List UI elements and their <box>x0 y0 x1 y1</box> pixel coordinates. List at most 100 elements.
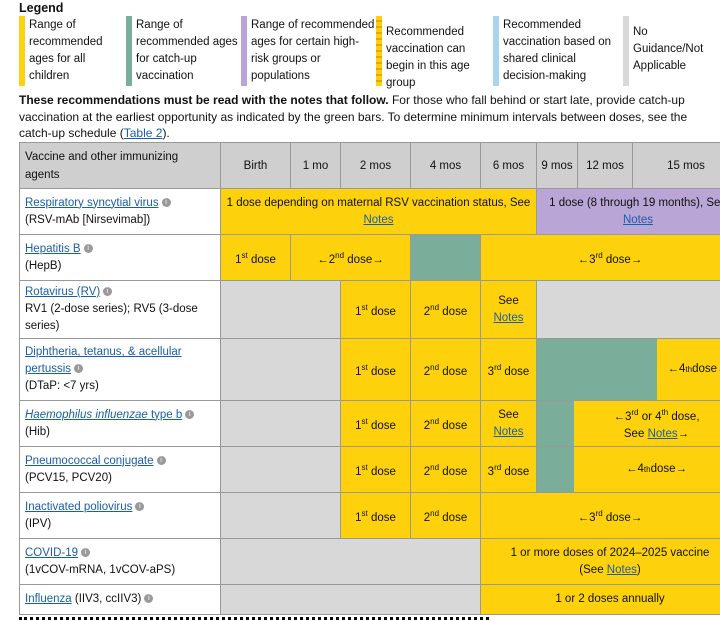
vaccine-name-cell: Haemophilus influenzae type b i (Hib) <box>19 400 221 447</box>
vaccine-link-covid[interactable]: COVID-19 <box>25 546 79 559</box>
info-icon[interactable]: i <box>83 243 93 253</box>
dose-cell: See Notes <box>480 400 537 447</box>
dose-cell: ←2nd dose→ <box>290 234 411 281</box>
dose-cell: 1st dose <box>340 338 411 401</box>
table-row-pcv: Pneumococcal conjugate i (PCV15, PCV20) 1s… <box>19 446 720 493</box>
legend-item-can-begin: Recommended vaccination can begin in thi… <box>376 16 493 89</box>
legend-item-no-guidance: No Guidance/Not Applicable <box>623 16 720 86</box>
info-icon[interactable]: i <box>144 594 154 604</box>
no-guidance-cell <box>220 400 341 447</box>
no-guidance-cell <box>220 280 341 339</box>
dose-cell: 2nd dose <box>410 338 481 401</box>
instructions-note: These recommendations must be read with … <box>19 93 688 140</box>
dose-cell: 1 or more doses of 2024–2025 vaccine (See… <box>480 538 720 585</box>
legend: Range of recommended ages for all childr… <box>19 16 720 89</box>
dose-cell: 1 dose depending on maternal RSV vaccina… <box>220 188 537 235</box>
age-header: 2 mos <box>340 142 411 189</box>
vaccine-name-cell: Diphtheria, tetanus, & acellular pertuss… <box>19 338 221 401</box>
legend-item-high-risk: Range of recommended ages for certain hi… <box>241 16 376 86</box>
notes-link[interactable]: Notes <box>606 563 637 576</box>
table-row-ipv: Inactivated poliovirus i (IPV) 1st dose 2n… <box>19 492 720 539</box>
legend-item-shared-decision: Recommended vaccination based on shared … <box>493 16 623 86</box>
table-2-link[interactable]: Table 2 <box>123 126 163 140</box>
notes-link[interactable]: Notes <box>493 311 524 324</box>
dose-cell: ←3rd or 4th dose, See Notes→ <box>574 401 720 446</box>
immunization-schedule-table: Vaccine and other immunizing agents Birt… <box>19 142 720 615</box>
table-row-dtap: Diphtheria, tetanus, & acellular pertuss… <box>19 338 720 401</box>
no-guidance-cell <box>220 492 341 539</box>
dose-cell: 2nd dose <box>410 492 481 539</box>
vaccine-link-hepb[interactable]: Hepatitis B <box>25 242 81 255</box>
no-guidance-cell <box>220 538 481 585</box>
info-icon[interactable]: i <box>81 547 91 557</box>
dose-cell: See Notes <box>480 280 537 339</box>
vaccine-name-cell: Pneumococcal conjugate i (PCV15, PCV20) <box>19 446 221 493</box>
vaccine-link-pcv[interactable]: Pneumococcal conjugate <box>25 454 154 467</box>
vaccine-name-cell: Rotavirus (RV) i RV1 (2-dose series); RV5 … <box>19 280 221 339</box>
age-header: 15 mos <box>632 142 720 189</box>
table-row-hib: Haemophilus influenzae type b i (Hib) 1st … <box>19 400 720 447</box>
table-row-rotavirus: Rotavirus (RV) i RV1 (2-dose series); RV5 … <box>19 280 720 339</box>
vaccine-link-rotavirus[interactable]: Rotavirus (RV) <box>25 286 101 298</box>
info-icon[interactable]: i <box>103 287 113 297</box>
vaccine-column-header: Vaccine and other immunizing agents <box>19 142 221 189</box>
notes-link[interactable]: Notes <box>647 427 678 440</box>
vaccine-link-influenza[interactable]: Influenza <box>25 593 72 605</box>
dose-cell: 3rd dose <box>480 338 537 401</box>
legend-item-catch-up: Range of recommended ages for catch-up v… <box>126 16 241 86</box>
vaccine-name-cell: Inactivated poliovirus i (IPV) <box>19 492 221 539</box>
dose-cell: ←4th dose→ <box>657 339 720 400</box>
dose-cell: ←3rd dose→ <box>480 492 720 539</box>
dose-cell: 1st dose <box>220 234 291 281</box>
age-header: Birth <box>220 142 291 189</box>
info-icon[interactable]: i <box>135 501 145 511</box>
notes-link[interactable]: Notes <box>622 213 654 226</box>
vaccine-name-cell: Respiratory syncytial virus i (RSV-mAb [Ni… <box>19 188 221 235</box>
legend-item-all-children: Range of recommended ages for all childr… <box>19 16 126 86</box>
no-guidance-cell <box>220 584 481 615</box>
dose-cell: 3rd dose <box>480 446 537 493</box>
age-header: 9 mos <box>536 142 578 189</box>
dose-cell: 1st dose <box>340 280 411 339</box>
dose-cell: 2nd dose <box>410 400 481 447</box>
no-guidance-cell <box>220 446 341 493</box>
notes-link[interactable]: Notes <box>493 425 524 438</box>
dose-cell: 2nd dose <box>410 446 481 493</box>
vaccine-name-cell: COVID-19 i (1vCOV-mRNA, 1vCOV-aPS) <box>19 538 221 585</box>
catch-up-cell: ←4th dose→ <box>536 338 720 401</box>
info-icon[interactable]: i <box>156 455 166 465</box>
dose-cell: 1 dose (8 through 19 months), See Notes <box>536 188 720 235</box>
notes-link[interactable]: Notes <box>363 213 394 226</box>
age-header: 6 mos <box>480 142 537 189</box>
dose-cell: 1 or 2 doses annually <box>480 584 720 615</box>
dose-cell: 1st dose <box>340 446 411 493</box>
header-row: Vaccine and other immunizing agents Birt… <box>19 142 720 189</box>
catch-up-cell <box>410 234 481 281</box>
age-header: 1 mo <box>290 142 341 189</box>
no-guidance-cell <box>220 338 341 401</box>
table-row-covid: COVID-19 i (1vCOV-mRNA, 1vCOV-aPS) 1 or mo… <box>19 538 720 585</box>
vaccine-link-rsv[interactable]: Respiratory syncytial virus <box>25 196 159 209</box>
catch-up-cell: ←3rd or 4th dose, See Notes→ <box>536 400 720 447</box>
vaccine-name-cell: Influenza (IIV3, ccIIV3) i <box>19 584 221 615</box>
dose-cell: ←3rd dose→ <box>480 234 720 281</box>
age-header: 12 mos <box>577 142 633 189</box>
table-row-rsv: Respiratory syncytial virus i (RSV-mAb [Ni… <box>19 188 720 235</box>
dotted-divider <box>19 617 489 620</box>
no-guidance-cell <box>536 280 720 339</box>
table-row-influenza: Influenza (IIV3, ccIIV3) i 1 or 2 doses a… <box>19 584 720 615</box>
vaccine-link-hib[interactable]: Haemophilus influenzae <box>25 408 148 421</box>
dose-cell: 2nd dose <box>410 280 481 339</box>
info-icon[interactable]: i <box>161 197 171 207</box>
age-header: 4 mos <box>410 142 481 189</box>
info-icon[interactable]: i <box>74 364 84 374</box>
info-icon[interactable]: i <box>185 409 195 419</box>
legend-title: Legend <box>19 1 64 15</box>
dose-cell: 1st dose <box>340 400 411 447</box>
vaccine-link-ipv[interactable]: Inactivated poliovirus <box>25 500 133 513</box>
vaccine-link-dtap[interactable]: Diphtheria, tetanus, & acellular pertuss… <box>25 346 182 375</box>
